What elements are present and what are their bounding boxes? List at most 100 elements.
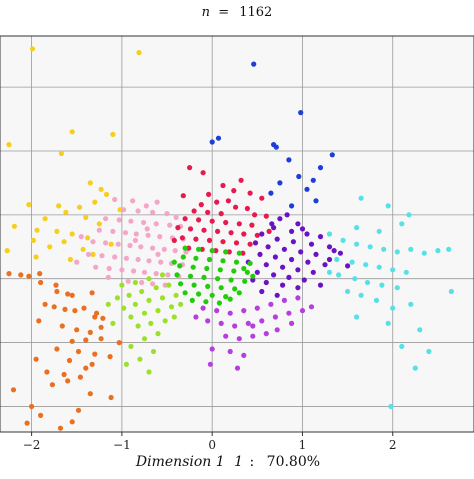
data-point <box>238 177 244 183</box>
data-point <box>228 230 234 236</box>
data-point <box>146 297 152 303</box>
data-point <box>150 281 156 287</box>
data-point <box>272 254 278 260</box>
data-point <box>259 288 265 295</box>
data-point <box>153 285 159 291</box>
data-point <box>87 180 93 186</box>
data-point <box>259 231 265 237</box>
data-point <box>286 157 292 163</box>
data-point <box>196 246 202 252</box>
data-point <box>304 186 310 192</box>
data-point <box>274 236 280 242</box>
data-point <box>289 256 295 263</box>
data-point <box>157 234 163 240</box>
data-point <box>334 256 340 263</box>
data-point <box>218 285 224 291</box>
data-point <box>6 271 12 277</box>
data-point <box>363 262 369 268</box>
data-point <box>191 208 197 214</box>
data-point <box>189 297 195 303</box>
data-point <box>209 139 215 145</box>
data-point <box>119 267 125 273</box>
data-point <box>249 222 255 228</box>
data-point <box>286 274 292 280</box>
data-point <box>218 320 224 326</box>
data-point <box>153 271 159 277</box>
data-point <box>119 282 125 288</box>
data-point <box>394 285 400 291</box>
data-point <box>322 262 328 268</box>
chart-title: n = 1162 <box>202 5 273 20</box>
data-point <box>213 248 219 254</box>
data-point <box>85 251 92 257</box>
data-point <box>399 221 405 227</box>
data-point <box>89 361 95 367</box>
data-point <box>388 403 394 410</box>
data-point <box>241 265 247 272</box>
data-point <box>364 279 371 286</box>
data-point <box>172 248 178 254</box>
data-point <box>114 295 120 301</box>
data-point <box>250 333 256 339</box>
data-point <box>240 250 246 256</box>
data-point <box>139 288 145 295</box>
data-point <box>446 246 452 252</box>
data-point <box>87 391 93 397</box>
data-point <box>83 337 89 343</box>
data-point <box>59 323 65 329</box>
data-point <box>281 297 287 303</box>
data-point <box>254 232 260 238</box>
x-axis-label-main: Dimension 1 <box>135 454 225 470</box>
data-point <box>182 216 188 222</box>
data-point <box>193 314 199 320</box>
x-axis-label-percent: 70.80% <box>267 454 320 470</box>
data-point <box>408 246 414 252</box>
data-point <box>280 264 286 270</box>
data-point <box>295 295 301 301</box>
data-point <box>227 310 233 316</box>
data-point <box>265 244 271 250</box>
data-point <box>108 394 114 401</box>
data-point <box>83 365 89 371</box>
data-point <box>175 225 181 231</box>
data-point <box>44 369 50 375</box>
data-point <box>329 152 335 158</box>
data-point <box>226 249 232 255</box>
data-point <box>180 193 186 199</box>
data-point <box>132 301 138 307</box>
data-point <box>54 288 60 295</box>
title-equals: = <box>218 5 229 20</box>
data-point <box>161 246 167 252</box>
data-point <box>54 228 60 234</box>
data-point <box>263 213 269 219</box>
data-point <box>89 290 95 296</box>
data-point <box>26 273 32 279</box>
data-point <box>146 258 152 264</box>
data-point <box>72 308 78 314</box>
data-point <box>96 227 102 233</box>
data-point <box>406 212 412 218</box>
data-point <box>421 250 427 256</box>
data-point <box>289 320 295 326</box>
data-point <box>358 292 364 298</box>
data-point <box>57 425 64 431</box>
data-point <box>53 282 59 288</box>
data-point <box>110 320 116 326</box>
data-point <box>354 314 360 320</box>
x-axis-ticks: −2 −1 0 1 2 <box>23 432 397 452</box>
data-point <box>289 203 295 209</box>
data-point <box>435 248 441 254</box>
data-point <box>274 327 280 333</box>
data-point <box>136 50 142 56</box>
data-point <box>352 276 358 282</box>
data-point <box>354 225 360 231</box>
data-point <box>326 269 333 275</box>
data-point <box>257 251 263 257</box>
data-point <box>98 186 104 192</box>
data-point <box>143 203 149 209</box>
data-point <box>245 320 251 326</box>
data-point <box>379 282 385 288</box>
data-point <box>173 292 179 298</box>
data-point <box>376 228 382 234</box>
data-point <box>394 249 400 255</box>
